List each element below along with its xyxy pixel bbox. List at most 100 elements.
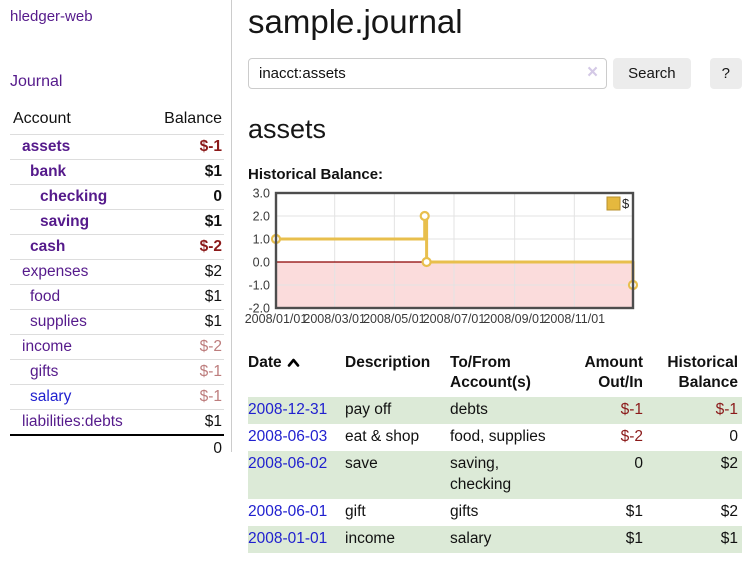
search-input-wrap: ×	[248, 58, 608, 89]
transaction-date-link[interactable]: 2008-06-01	[248, 502, 328, 520]
register-amount-cell: $1	[625, 529, 643, 547]
account-link[interactable]: salary	[30, 388, 72, 405]
account-balance: $-1	[147, 384, 224, 410]
account-balance: $1	[147, 309, 224, 335]
y-tick-label: 3.0	[253, 187, 270, 201]
account-row: salary $-1	[10, 384, 224, 410]
account-link[interactable]: gifts	[30, 363, 59, 380]
account-row: liabilities:debts $1	[10, 409, 224, 435]
account-link[interactable]: liabilities:debts	[22, 413, 123, 430]
register-balance-cell: $-1	[715, 401, 738, 419]
account-balance: $1	[147, 409, 224, 435]
accounts-header-balance: Balance	[164, 110, 222, 127]
register-row: 2008-01-01 income salary $1 $1	[248, 525, 742, 553]
register-accounts-cell: salary	[450, 529, 492, 547]
register-table-body: 2008-12-31 pay off debts $-1 $-1 2008-06-03 ea…	[248, 397, 742, 553]
register-header-amount: Amount Out/In	[584, 354, 643, 392]
register-accounts-cell: debts	[450, 401, 488, 419]
account-name-cell[interactable]: bank	[10, 159, 148, 185]
accounts-table-body: assets $-1 bank $1 checking 0 saving $1 cash $-2 e…	[10, 134, 224, 435]
account-balance: $1	[147, 284, 224, 310]
account-balance: 0	[147, 184, 224, 210]
account-row: expenses $2	[10, 259, 224, 285]
historical-balance-chart: $3.0 2.0 1.0 0.0 -1.0 -2.0 2008/01/01 2008/03/0…	[245, 187, 742, 330]
x-tick-label: 2008/05/01	[363, 312, 426, 326]
transaction-date-link[interactable]: 2008-06-03	[248, 428, 328, 446]
register-date-cell[interactable]: 2008-06-02	[248, 451, 345, 499]
register-row: 2008-06-02 save saving, checking 0 $2	[248, 451, 742, 499]
account-balance: $-2	[147, 334, 224, 360]
register-amount-cell: 0	[634, 455, 643, 473]
account-link[interactable]: bank	[30, 163, 67, 180]
y-tick-label: 1.0	[253, 233, 270, 247]
register-amount-cell: $-1	[620, 401, 643, 419]
account-name-cell[interactable]: salary	[10, 384, 148, 410]
transaction-date-link[interactable]: 2008-06-02	[248, 455, 328, 473]
register-description-cell: eat & shop	[345, 428, 420, 446]
account-row: cash $-2	[10, 234, 224, 260]
register-header-accounts: To/From Account(s)	[450, 354, 531, 392]
register-date-cell[interactable]: 2008-01-01	[248, 526, 345, 553]
y-tick-label: 2.0	[253, 210, 270, 224]
account-link[interactable]: food	[30, 288, 61, 305]
register-date-cell[interactable]: 2008-06-03	[248, 424, 345, 451]
search-form: × Search ?	[248, 58, 742, 89]
account-link[interactable]: assets	[22, 138, 71, 155]
clear-search-icon[interactable]: ×	[587, 62, 599, 83]
legend-label: $	[622, 196, 630, 211]
help-button[interactable]: ?	[709, 58, 742, 89]
account-link[interactable]: income	[22, 338, 72, 355]
register-date-cell[interactable]: 2008-06-01	[248, 499, 345, 526]
account-row: assets $-1	[10, 134, 224, 160]
register-description-cell: save	[345, 455, 378, 473]
account-link[interactable]: expenses	[22, 263, 89, 280]
register-date-cell[interactable]: 2008-12-31	[248, 397, 345, 424]
register-accounts-cell: gifts	[450, 502, 479, 520]
transaction-date-link[interactable]: 2008-01-01	[248, 529, 328, 547]
register-header-date-label: Date	[248, 354, 282, 371]
legend-swatch	[606, 196, 621, 211]
y-tick-label: 0.0	[253, 256, 270, 270]
account-row: food $1	[10, 284, 224, 310]
register-accounts-cell: saving, checking	[450, 455, 512, 494]
page-title: sample.journal	[248, 3, 463, 40]
account-name-cell[interactable]: supplies	[10, 309, 148, 335]
account-name-cell[interactable]: assets	[10, 134, 148, 160]
account-link[interactable]: saving	[40, 213, 90, 230]
register-balance-cell: $2	[720, 455, 738, 473]
register-header-date[interactable]: Date	[248, 351, 345, 397]
account-link[interactable]: checking	[40, 188, 108, 205]
account-row: bank $1	[10, 159, 224, 185]
register-row: 2008-12-31 pay off debts $-1 $-1	[248, 397, 742, 425]
account-name-cell[interactable]: food	[10, 284, 148, 310]
account-row: supplies $1	[10, 309, 224, 335]
app-title-link[interactable]: hledger-web	[10, 8, 93, 25]
chart-data-point	[421, 256, 432, 268]
account-name-cell[interactable]: saving	[10, 209, 148, 235]
chart-data-point	[419, 210, 430, 222]
search-input[interactable]	[248, 58, 608, 89]
register-header-description: Description	[345, 354, 431, 371]
transaction-date-link[interactable]: 2008-12-31	[248, 401, 328, 419]
account-name-cell[interactable]: expenses	[10, 259, 148, 285]
account-name-cell[interactable]: income	[10, 334, 148, 360]
register-description-cell: income	[345, 529, 395, 547]
register-balance-cell: $2	[720, 502, 738, 520]
register-description-cell: gift	[345, 502, 366, 520]
search-button[interactable]: Search	[613, 58, 691, 89]
register-amount-cell: $-2	[620, 428, 643, 446]
sidebar: hledger-web Journal Account Balance asse…	[0, 0, 232, 461]
account-name-cell[interactable]: gifts	[10, 359, 148, 385]
register-header-balance: Historical Balance	[667, 354, 738, 392]
account-name-cell[interactable]: checking	[10, 184, 148, 210]
account-name-cell[interactable]: liabilities:debts	[10, 409, 148, 435]
account-link[interactable]: supplies	[30, 313, 87, 330]
register-row: 2008-06-03 eat & shop food, supplies $-2 0	[248, 424, 742, 451]
account-link[interactable]: cash	[30, 238, 66, 255]
account-balance: $-2	[147, 234, 224, 260]
x-tick-label: 2008/11/01	[543, 312, 605, 326]
register-row: 2008-06-01 gift gifts $1 $2	[248, 499, 742, 526]
sidebar-item-journal[interactable]: Journal	[10, 73, 63, 90]
account-name-cell[interactable]: cash	[10, 234, 148, 260]
accounts-total-value: 0	[147, 434, 224, 461]
